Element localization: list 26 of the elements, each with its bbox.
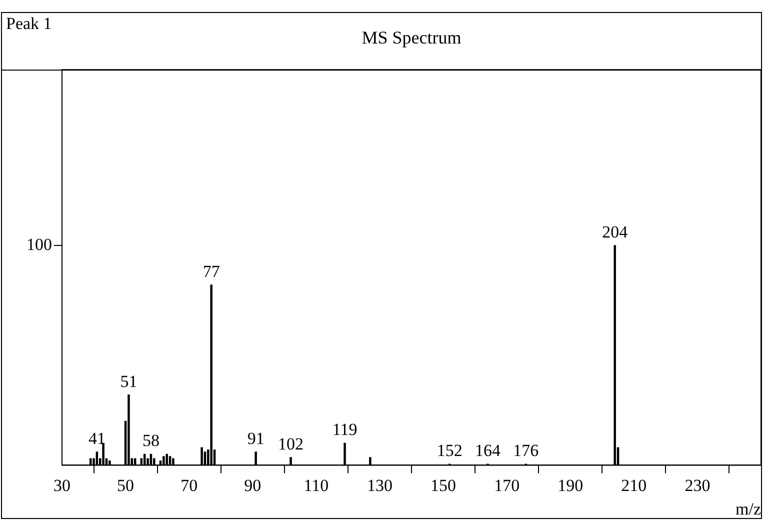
annotation: 58 (142, 431, 160, 450)
annotation: 51 (120, 372, 138, 391)
annotation: 91 (247, 428, 264, 448)
annotation: 102 (278, 434, 304, 454)
x-tick-label: 230 (684, 476, 710, 495)
text: 100 (26, 234, 52, 254)
x-tick-label: 190 (558, 476, 584, 495)
annotation: 119 (332, 420, 358, 440)
annotation: 164 (475, 441, 502, 460)
x-tick-label: 130 (366, 476, 392, 495)
x-axis-title: m/z (736, 499, 762, 518)
x-tick-label: 150 (430, 476, 456, 495)
annotation: 41 (88, 428, 106, 448)
text: Peak 1 (6, 14, 52, 33)
annotation: 204 (602, 222, 628, 242)
x-tick-label: 30 (54, 476, 70, 495)
annotation: 176 (513, 441, 539, 460)
x-tick-label: 90 (244, 476, 262, 495)
annotation: 77 (202, 262, 220, 281)
chart-title: MS Spectrum (362, 28, 462, 48)
x-tick-label: 50 (117, 476, 134, 495)
x-tick-label: 170 (494, 476, 520, 495)
x-tick-label: 70 (180, 476, 198, 495)
x-tick-label: 110 (304, 476, 329, 495)
x-tick-label: 210 (621, 476, 647, 495)
annotation: 152 (436, 441, 462, 460)
